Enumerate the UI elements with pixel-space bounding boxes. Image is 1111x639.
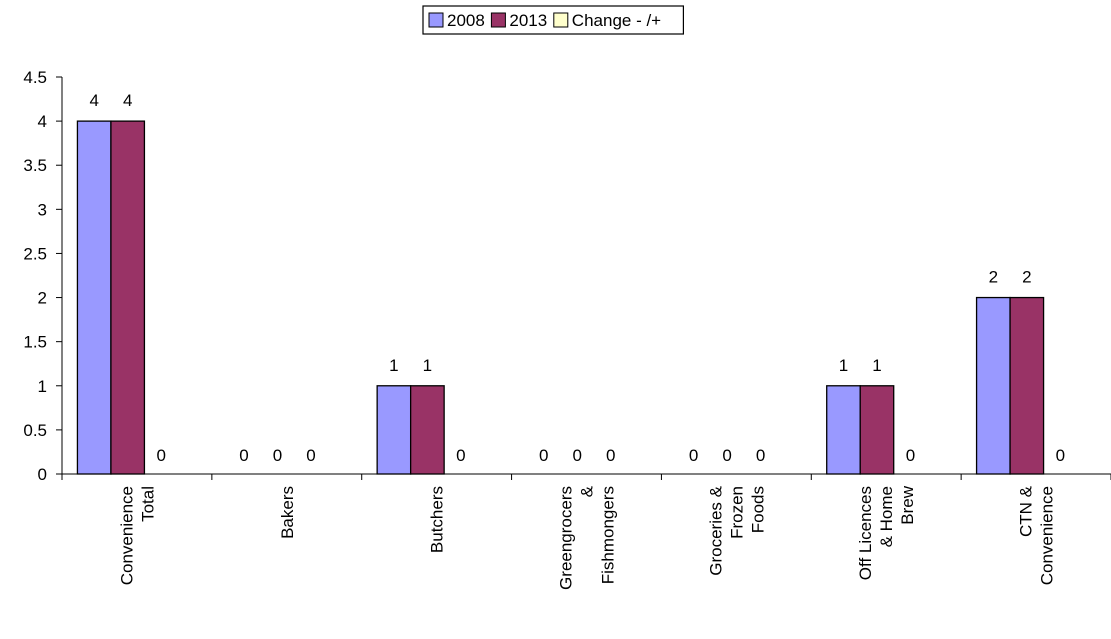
y-tick-label: 1.5 (23, 333, 47, 352)
bar (76, 120, 112, 475)
legend-item: Change - /+ (553, 11, 661, 30)
legend-label: Change - /+ (572, 11, 661, 30)
x-tick-label: CTN & Convenience (1017, 485, 1057, 585)
data-label: 2 (1022, 268, 1031, 287)
x-tick-label-line: Convenience (1038, 486, 1057, 585)
bar (110, 120, 146, 475)
data-label: 0 (689, 446, 698, 465)
x-tick-label-line: Off Licences (856, 486, 875, 580)
y-tick-label: 4 (38, 112, 47, 131)
data-label: 0 (273, 446, 282, 465)
data-label: 4 (123, 91, 132, 110)
data-label: 1 (839, 356, 848, 375)
x-tick-label-line: Convenience (117, 486, 136, 585)
data-label: 0 (539, 446, 548, 465)
legend-label: 2013 (509, 11, 547, 30)
data-label: 0 (756, 446, 765, 465)
data-label: 0 (456, 446, 465, 465)
y-tick-label: 4.5 (23, 68, 47, 87)
y-tick-label: 3 (38, 200, 47, 219)
y-tick-label: 2.5 (23, 244, 47, 263)
bar (409, 385, 445, 475)
y-tick-label: 2 (38, 289, 47, 308)
data-label: 1 (872, 356, 881, 375)
x-tick-label: Off Licences & Home Brew (856, 485, 917, 580)
data-label: 0 (573, 446, 582, 465)
data-label: 0 (1056, 446, 1065, 465)
x-tick-label-line: Frozen (727, 486, 746, 539)
y-tick-label: 0.5 (23, 421, 47, 440)
x-tick-label-line: Butchers (428, 486, 447, 553)
data-label: 0 (722, 446, 731, 465)
legend: 2008 2013 Change - /+ (422, 5, 684, 35)
x-tick-label-line: Foods (748, 486, 767, 533)
x-tick-label: Greengrocers & Fishmongers (557, 485, 618, 590)
x-tick-label-line: Total (138, 486, 157, 522)
bars (76, 120, 1045, 475)
legend-swatch (490, 12, 506, 28)
y-tick-label: 3.5 (23, 156, 47, 175)
x-tick-label-line: & Home (877, 486, 896, 547)
legend-swatch (553, 12, 569, 28)
x-tick-label-line: Groceries & (706, 485, 725, 575)
bar (859, 385, 895, 475)
legend-item: 2013 (490, 11, 547, 30)
data-label: 0 (156, 446, 165, 465)
bar (826, 385, 861, 475)
x-tick-label: Convenience Total (117, 486, 157, 585)
x-tick-label: Groceries & Frozen Foods (706, 485, 767, 575)
bar (1009, 296, 1045, 475)
x-tick-label: Butchers (428, 486, 447, 553)
data-label: 4 (89, 91, 98, 110)
y-axis: 0 0.5 1 1.5 2 2.5 3 3.5 4 4.5 (23, 68, 63, 484)
legend-swatch (428, 12, 444, 28)
legend-box (422, 5, 684, 35)
data-label: 0 (606, 446, 615, 465)
y-tick-label: 1 (38, 377, 47, 396)
bar (376, 385, 412, 475)
x-tick-label: Bakers (278, 486, 297, 539)
x-tick-label-line: Greengrocers (557, 486, 576, 590)
data-label: 0 (906, 446, 915, 465)
bar (975, 296, 1011, 475)
data-label: 0 (306, 446, 315, 465)
legend-item: 2008 (428, 11, 485, 30)
data-label: 2 (989, 268, 998, 287)
x-axis: Convenience Total Bakers Butchers Greengroce… (61, 473, 1111, 590)
data-label: 1 (423, 356, 432, 375)
x-tick-label-line: & (578, 485, 597, 497)
x-tick-label-line: Fishmongers (599, 486, 618, 584)
y-tick-label: 0 (38, 465, 47, 484)
x-tick-label-line: CTN & (1017, 485, 1036, 537)
x-tick-label-line: Bakers (278, 486, 297, 539)
legend-label: 2008 (447, 11, 485, 30)
data-label: 0 (239, 446, 248, 465)
x-tick-label-line: Brew (898, 485, 917, 524)
data-label: 1 (389, 356, 398, 375)
data-labels: 4 4 0 0 0 0 1 1 0 0 0 0 0 0 0 1 1 0 2 2 0 (89, 91, 1065, 465)
